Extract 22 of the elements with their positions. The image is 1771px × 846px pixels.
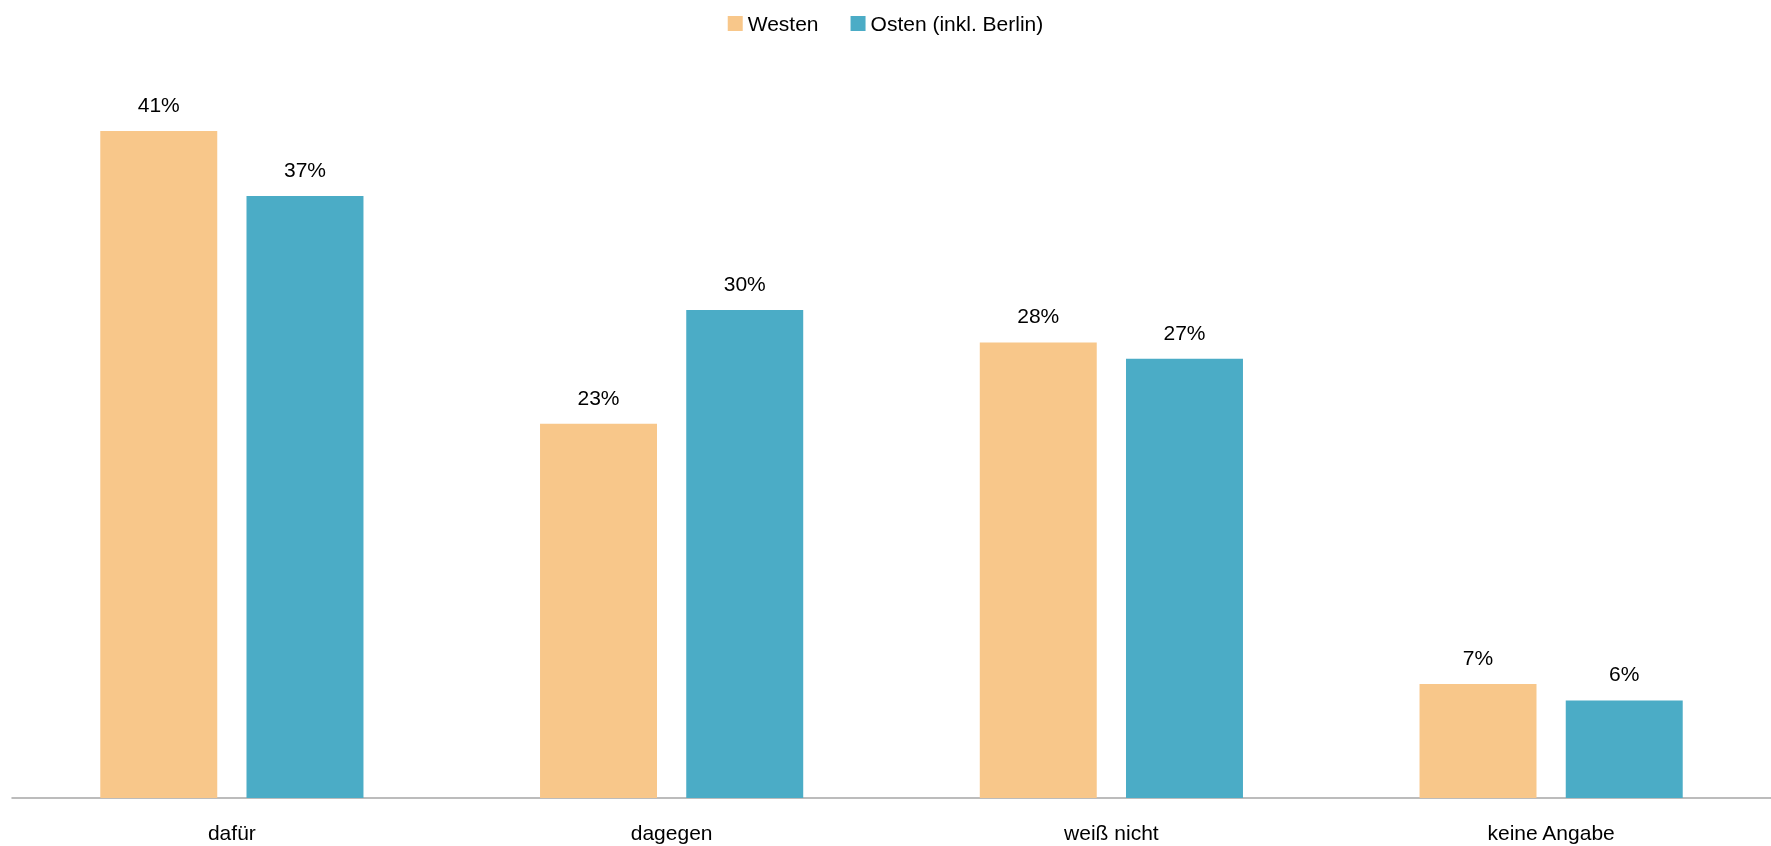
data-label: 6% bbox=[1609, 662, 1640, 686]
x-tick-label: dagegen bbox=[630, 821, 713, 844]
x-tick-label: keine Angabe bbox=[1487, 821, 1615, 844]
data-label: 37% bbox=[283, 158, 326, 182]
bar bbox=[1565, 700, 1683, 798]
bar bbox=[100, 131, 218, 798]
legend-label: Osten (inkl. Berlin) bbox=[870, 12, 1044, 35]
data-label: 23% bbox=[577, 385, 620, 409]
bar bbox=[686, 309, 804, 798]
data-label: 7% bbox=[1462, 646, 1494, 670]
data-label: 30% bbox=[723, 271, 766, 295]
data-label: 28% bbox=[1017, 304, 1060, 328]
data-label: 41% bbox=[137, 93, 180, 116]
bar bbox=[1126, 358, 1243, 798]
x-tick-label: dafür bbox=[207, 821, 256, 844]
bar bbox=[540, 423, 657, 798]
legend-label: Westen bbox=[747, 12, 819, 35]
bar bbox=[979, 342, 1097, 798]
bar bbox=[1419, 684, 1537, 798]
bar bbox=[246, 196, 364, 798]
data-label: 27% bbox=[1163, 320, 1206, 344]
x-tick-label: weiß nicht bbox=[1063, 821, 1159, 844]
